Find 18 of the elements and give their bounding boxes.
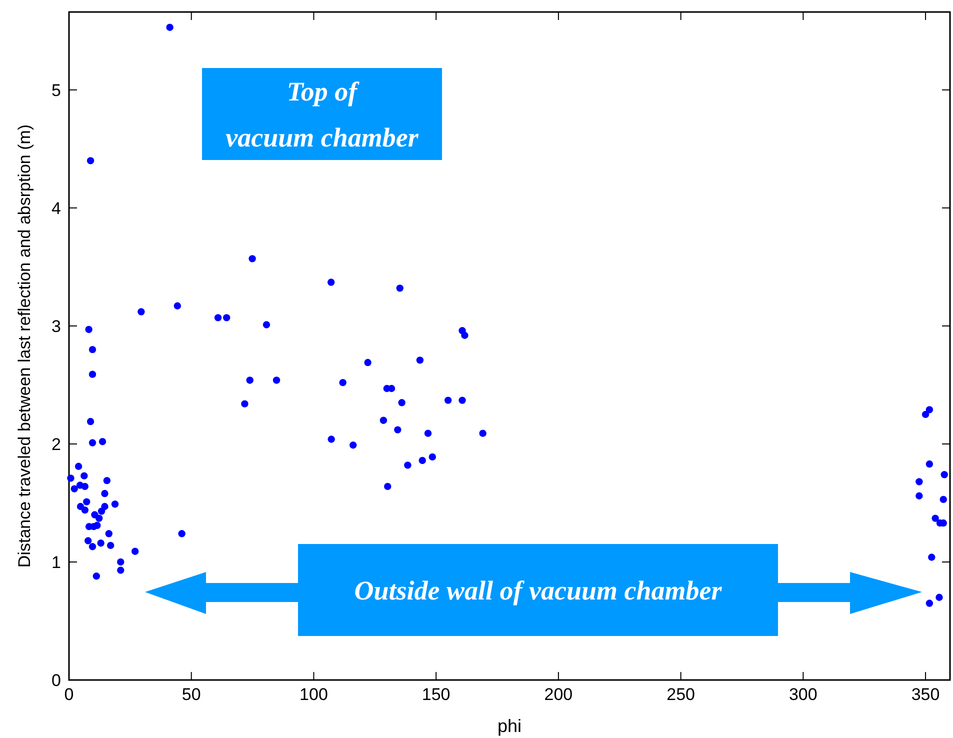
x-tick-label: 200 [544, 685, 573, 704]
annotation: Outside wall of vacuum chamber [354, 575, 722, 606]
y-tick-label: 0 [52, 671, 61, 690]
x-tick-label: 150 [422, 685, 450, 704]
annotation: Top of vacuum chamber [226, 76, 419, 152]
x-tick-label: 350 [911, 685, 940, 704]
y-tick-label: 2 [52, 434, 61, 454]
y-tick-label: 4 [52, 198, 61, 218]
x-tick-label: 0 [64, 685, 74, 704]
y-axis-title: Distance traveled between last reflection and absrption (m) [15, 124, 34, 568]
x-tick-label: 50 [182, 685, 201, 704]
x-tick-label: 100 [300, 685, 328, 704]
y-tick-label: 3 [52, 316, 61, 336]
x-tick-label: 250 [666, 685, 695, 704]
y-tick-label: 5 [52, 80, 61, 100]
x-axis-title: phi [497, 716, 522, 736]
y-tick-label: 1 [52, 552, 61, 572]
x-tick-label: 300 [788, 685, 818, 704]
